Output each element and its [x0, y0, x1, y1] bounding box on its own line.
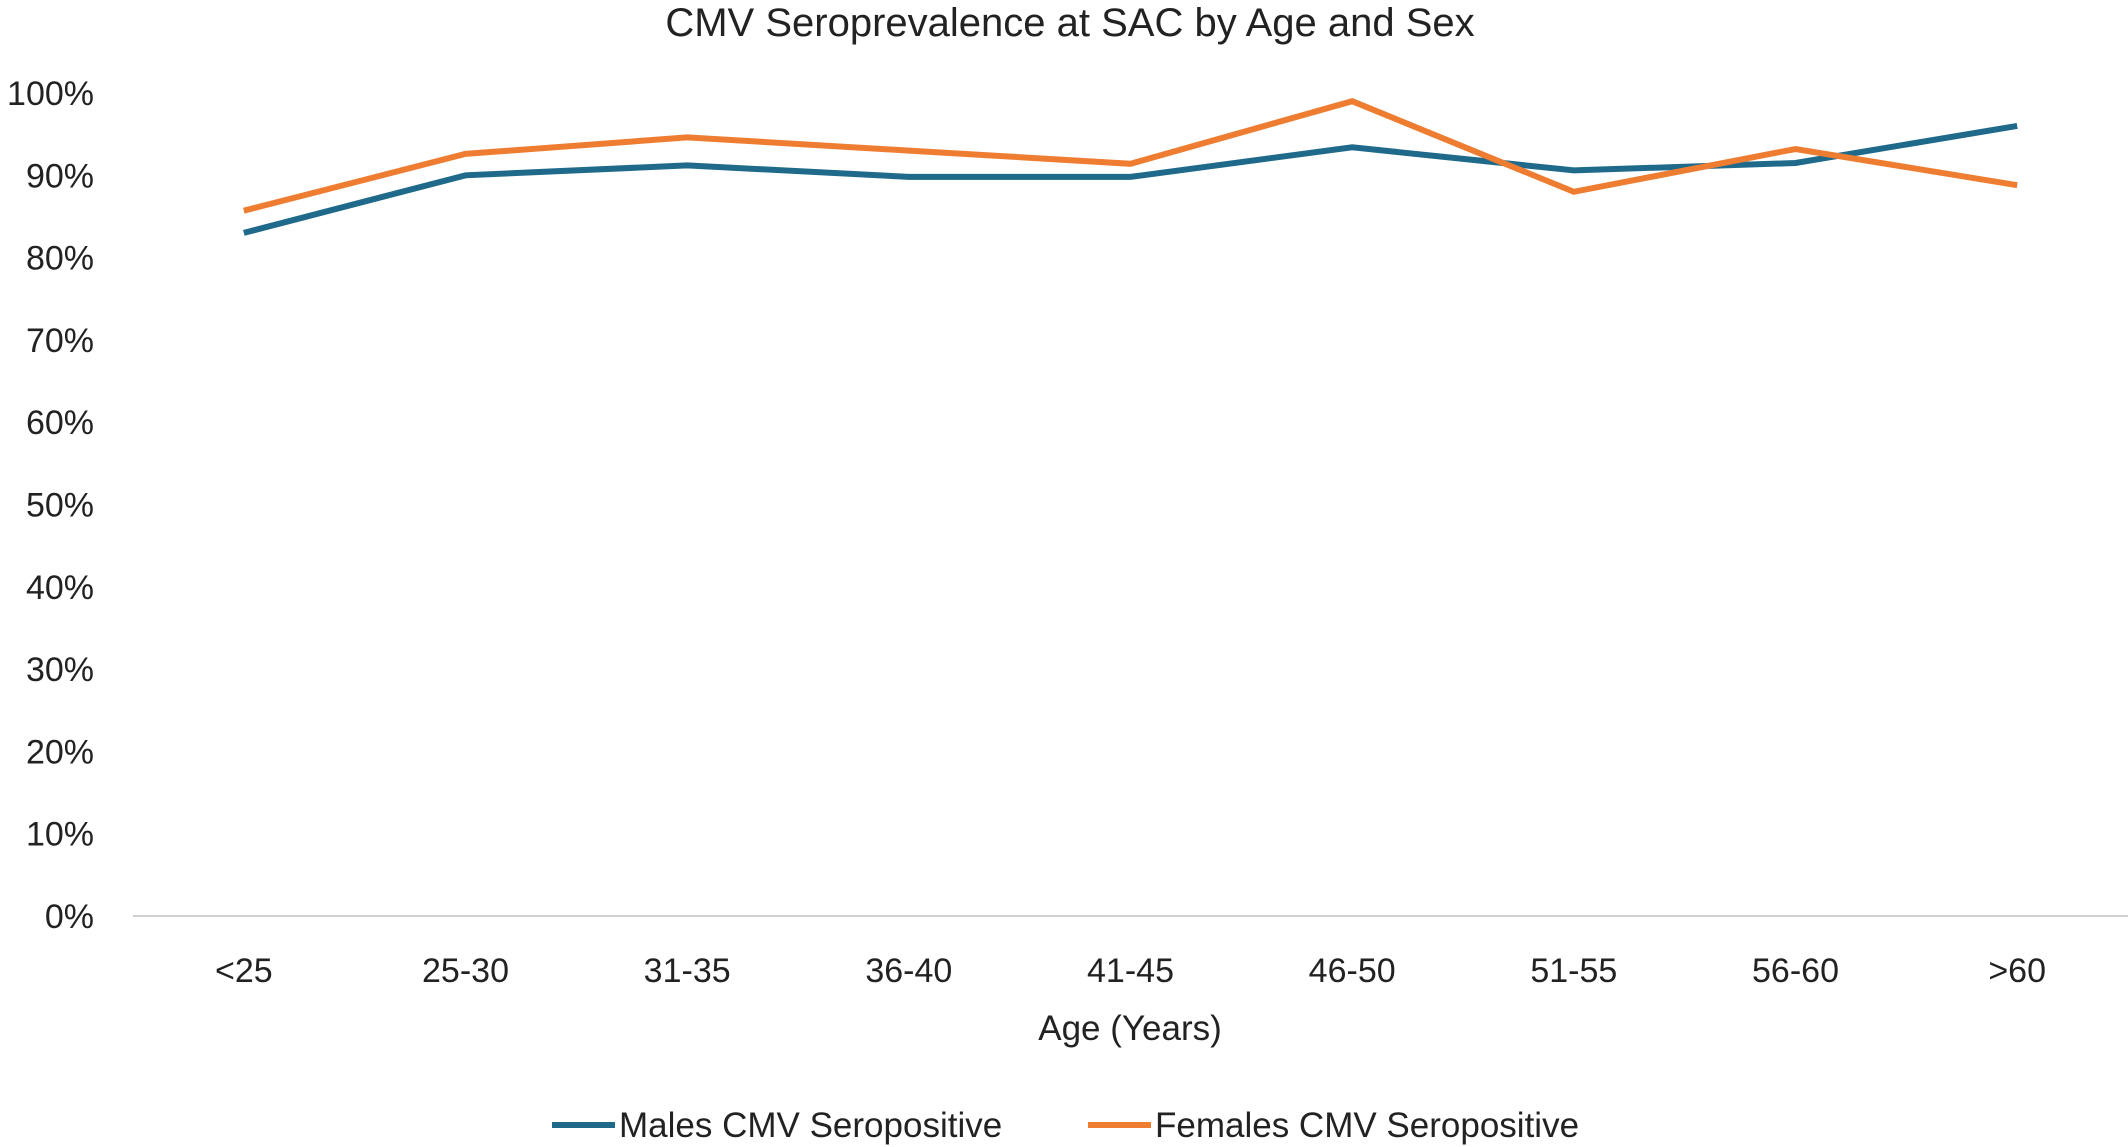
x-axis-label: Age (Years) — [1038, 1009, 1222, 1048]
y-tick-label: 30% — [26, 651, 94, 689]
y-axis-tick-labels: 0% 10% 20% 30% 40% 50% 60% 70% 80% 90% 100% — [7, 75, 94, 936]
y-tick-label: 0% — [45, 898, 94, 936]
x-tick-label: 51-55 — [1530, 952, 1617, 990]
series-line-females — [243, 98, 2018, 214]
x-tick-label: 41-45 — [1087, 952, 1174, 990]
x-tick-label: <25 — [215, 952, 273, 990]
legend-label-females: Females CMV Seropositive — [1155, 1106, 1579, 1145]
y-tick-label: 10% — [26, 816, 94, 854]
y-tick-label: 50% — [26, 487, 94, 525]
x-tick-label: 46-50 — [1309, 952, 1396, 990]
x-tick-label: 25-30 — [422, 952, 509, 990]
x-tick-label: 31-35 — [644, 952, 731, 990]
y-tick-label: 40% — [26, 569, 94, 607]
y-tick-label: 80% — [26, 240, 94, 278]
x-tick-label: 56-60 — [1752, 952, 1839, 990]
x-tick-label: >60 — [1988, 952, 2046, 990]
series-lines — [243, 98, 2018, 236]
y-tick-label: 70% — [26, 322, 94, 360]
y-tick-label: 90% — [26, 157, 94, 195]
legend-label-males: Males CMV Seropositive — [619, 1106, 1002, 1145]
series-line-males — [243, 122, 2018, 236]
legend: Males CMV Seropositive Females CMV Serop… — [552, 1106, 1579, 1145]
chart-title: CMV Seroprevalence at SAC by Age and Sex — [665, 1, 1474, 45]
y-tick-label: 20% — [26, 733, 94, 771]
x-axis-tick-labels: <25 25-30 31-35 36-40 41-45 46-50 51-55 56-60 >6… — [215, 952, 2046, 990]
y-tick-label: 100% — [7, 75, 94, 113]
x-tick-label: 36-40 — [865, 952, 952, 990]
y-tick-label: 60% — [26, 404, 94, 442]
